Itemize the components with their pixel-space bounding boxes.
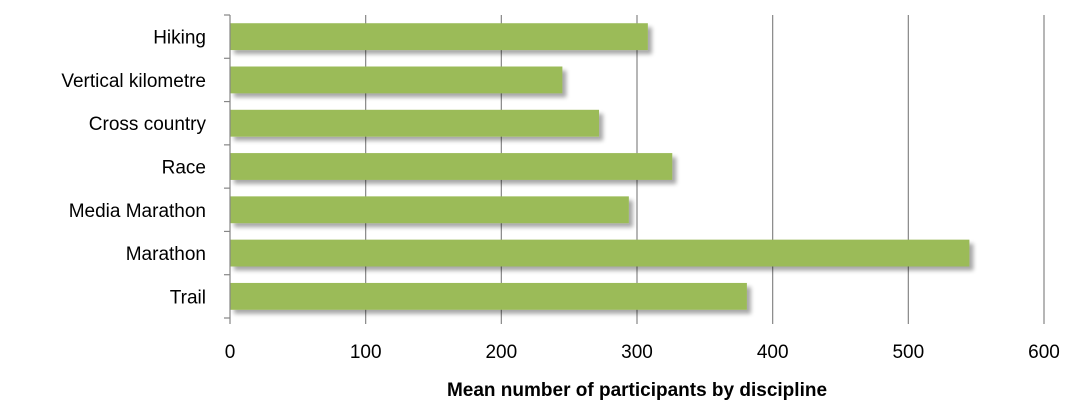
category-label: Race	[162, 158, 206, 179]
x-tick-label: 300	[621, 342, 653, 363]
x-tick-label: 600	[1028, 342, 1060, 363]
category-label: Cross country	[89, 114, 207, 135]
category-label: Media Marathon	[69, 201, 206, 222]
bar-cross-country	[230, 109, 600, 137]
x-tick-label: 400	[757, 342, 789, 363]
bar-media-marathon	[230, 196, 629, 224]
bar-trail	[230, 282, 747, 310]
category-label: Vertical kilometre	[61, 71, 206, 92]
category-label: Hiking	[153, 28, 206, 49]
bars	[230, 23, 970, 310]
x-tick-label: 100	[350, 342, 382, 363]
x-tick-label: 0	[225, 342, 236, 363]
category-label: Marathon	[126, 244, 206, 265]
x-tick-label: 200	[485, 342, 517, 363]
bar-vertical-kilometre	[230, 66, 563, 94]
bar-race	[230, 153, 673, 180]
labels: 0 100 200 300 400 500 600 Hiking Vertical kilome…	[61, 28, 1060, 363]
bar-marathon	[230, 239, 970, 267]
x-tick-label: 500	[892, 342, 924, 363]
category-label: Trail	[170, 287, 206, 308]
axes	[224, 14, 1045, 324]
bar-hiking	[230, 23, 648, 51]
x-axis-title: Mean number of participants by disciplin…	[447, 380, 827, 401]
